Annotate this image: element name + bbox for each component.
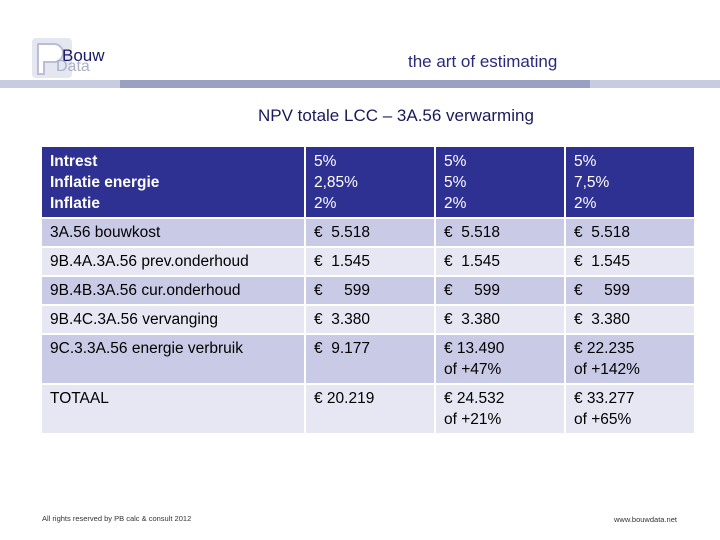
bouwdata-logo: Bouw Data bbox=[32, 36, 122, 80]
cost-value: € 599 bbox=[314, 282, 371, 299]
scenario-value: 5% bbox=[444, 153, 467, 170]
row-value-cell: € 1.545 bbox=[306, 248, 434, 275]
table-row: 3A.56 bouwkost € 5.518 € 5.518 € 5.518 bbox=[42, 219, 694, 246]
scenario-value: 5% bbox=[574, 153, 597, 170]
npv-table: Intrest Inflatie energie Inflatie 5% 2,8… bbox=[40, 145, 696, 435]
row-value-cell: € 3.380 bbox=[566, 306, 694, 333]
logo-word-data: Data bbox=[56, 58, 90, 75]
scenario-value: 7,5% bbox=[574, 174, 610, 191]
cost-value: € 1.545 bbox=[314, 253, 371, 270]
cost-delta: of +21% bbox=[444, 411, 502, 428]
header-label: Intrest bbox=[50, 153, 98, 170]
table-row: 9C.3.3A.56 energie verbruik € 9.177 € 13… bbox=[42, 335, 694, 383]
cost-value: € 33.277 bbox=[574, 390, 635, 407]
table-header-row: Intrest Inflatie energie Inflatie 5% 2,8… bbox=[42, 147, 694, 217]
cost-value: € 9.177 bbox=[314, 340, 371, 357]
slide-subtitle: NPV totale LCC – 3A.56 verwarming bbox=[258, 106, 534, 125]
scenario-value: 5% bbox=[314, 153, 337, 170]
row-label: 3A.56 bouwkost bbox=[42, 219, 304, 246]
row-value-cell: € 599 bbox=[566, 277, 694, 304]
website-link[interactable]: www.bouwdata.net bbox=[614, 515, 677, 524]
cost-value: € 5.518 bbox=[574, 224, 631, 241]
header-label: Inflatie bbox=[50, 195, 100, 212]
table-row: 9B.4A.3A.56 prev.onderhoud € 1.545 € 1.5… bbox=[42, 248, 694, 275]
row-value-cell: € 24.532 of +21% bbox=[436, 385, 564, 433]
scenario-header-cell: 5% 5% 2% bbox=[436, 147, 564, 217]
cost-value: € 599 bbox=[444, 282, 501, 299]
row-value-cell: € 3.380 bbox=[306, 306, 434, 333]
table-row: 9B.4B.3A.56 cur.onderhoud € 599 € 599 € … bbox=[42, 277, 694, 304]
row-value-cell: € 5.518 bbox=[306, 219, 434, 246]
tagline: the art of estimating bbox=[408, 52, 558, 71]
cost-value: € 22.235 bbox=[574, 340, 635, 357]
row-value-cell: € 9.177 bbox=[306, 335, 434, 383]
cost-value: € 20.219 bbox=[314, 390, 375, 407]
cost-delta: of +65% bbox=[574, 411, 632, 428]
row-label: 9C.3.3A.56 energie verbruik bbox=[42, 335, 304, 383]
table-row-total: TOTAAL € 20.219 € 24.532 of +21% € 33.27… bbox=[42, 385, 694, 433]
scenario-value: 2% bbox=[444, 195, 467, 212]
cost-delta: of +47% bbox=[444, 361, 502, 378]
row-value-cell: € 599 bbox=[306, 277, 434, 304]
row-value-cell: € 5.518 bbox=[436, 219, 564, 246]
scenario-value: 5% bbox=[444, 174, 467, 191]
cost-value: € 5.518 bbox=[444, 224, 501, 241]
scenario-value: 2% bbox=[314, 195, 337, 212]
row-value-cell: € 1.545 bbox=[566, 248, 694, 275]
header-divider-accent bbox=[120, 80, 590, 88]
cost-value: € 1.545 bbox=[444, 253, 501, 270]
cost-value: € 24.532 bbox=[444, 390, 505, 407]
row-value-cell: € 20.219 bbox=[306, 385, 434, 433]
pb-logo-icon bbox=[32, 38, 72, 78]
copyright-note: All rights reserved by PB calc & consult… bbox=[42, 514, 192, 523]
cost-value: € 3.380 bbox=[574, 311, 631, 328]
row-value-cell: € 599 bbox=[436, 277, 564, 304]
cost-value: € 3.380 bbox=[444, 311, 501, 328]
row-label: 9B.4C.3A.56 vervanging bbox=[42, 306, 304, 333]
table-row: 9B.4C.3A.56 vervanging € 3.380 € 3.380 €… bbox=[42, 306, 694, 333]
row-value-cell: € 3.380 bbox=[436, 306, 564, 333]
header-divider bbox=[0, 80, 720, 88]
row-value-cell: € 33.277 of +65% bbox=[566, 385, 694, 433]
cost-value: € 5.518 bbox=[314, 224, 371, 241]
row-label: 9B.4B.3A.56 cur.onderhoud bbox=[42, 277, 304, 304]
header-label: Inflatie energie bbox=[50, 174, 160, 191]
row-value-cell: € 5.518 bbox=[566, 219, 694, 246]
logo-word-bouw: Bouw bbox=[62, 46, 105, 65]
cost-value: € 599 bbox=[574, 282, 631, 299]
cost-value: € 1.545 bbox=[574, 253, 631, 270]
scenario-value: 2,85% bbox=[314, 174, 358, 191]
scenario-value: 2% bbox=[574, 195, 597, 212]
cost-value: € 13.490 bbox=[444, 340, 505, 357]
scenario-header-cell: 5% 7,5% 2% bbox=[566, 147, 694, 217]
cost-value: € 3.380 bbox=[314, 311, 371, 328]
header-labels-cell: Intrest Inflatie energie Inflatie bbox=[42, 147, 304, 217]
row-label: TOTAAL bbox=[42, 385, 304, 433]
row-value-cell: € 22.235 of +142% bbox=[566, 335, 694, 383]
row-value-cell: € 13.490 of +47% bbox=[436, 335, 564, 383]
row-label: 9B.4A.3A.56 prev.onderhoud bbox=[42, 248, 304, 275]
cost-delta: of +142% bbox=[574, 361, 640, 378]
row-value-cell: € 1.545 bbox=[436, 248, 564, 275]
scenario-header-cell: 5% 2,85% 2% bbox=[306, 147, 434, 217]
